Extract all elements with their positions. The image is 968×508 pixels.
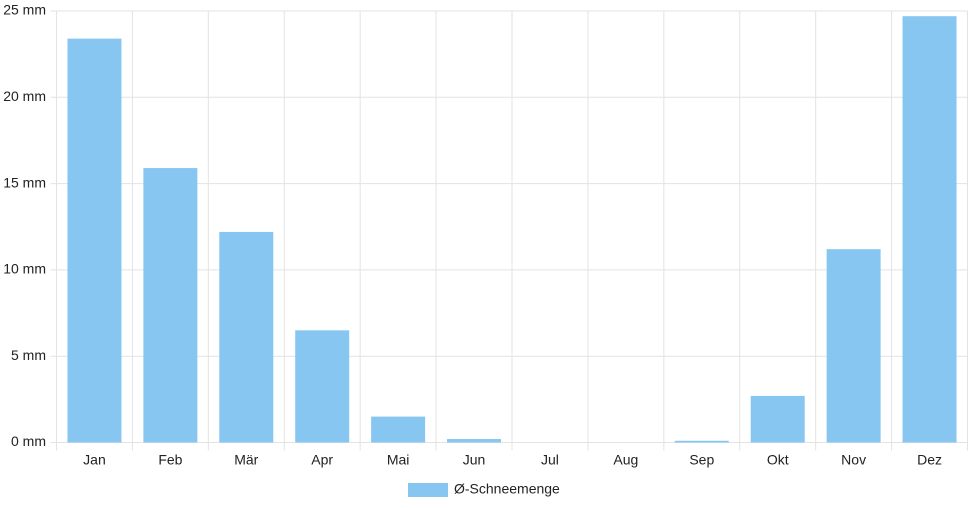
bar: [143, 168, 198, 443]
y-tick-label: 15 mm: [3, 174, 46, 190]
bar: [295, 330, 350, 443]
x-tick-label: Mai: [387, 452, 410, 468]
x-tick-label: Jun: [463, 452, 486, 468]
legend-label: Ø-Schneemenge: [454, 481, 560, 497]
x-tick-label: Aug: [613, 452, 638, 468]
y-tick-label: 5 mm: [11, 347, 46, 363]
bar: [902, 16, 957, 443]
bar: [674, 440, 729, 443]
bar: [219, 231, 274, 443]
legend-swatch: [408, 483, 448, 497]
x-tick-label: Mär: [234, 452, 258, 468]
bar: [826, 249, 881, 443]
y-tick-label: 25 mm: [3, 2, 46, 18]
x-tick-label: Feb: [158, 452, 182, 468]
bar: [750, 395, 805, 443]
x-tick-label: Jan: [83, 452, 106, 468]
x-tick-label: Dez: [917, 452, 942, 468]
x-tick-label: Okt: [767, 452, 789, 468]
x-tick-label: Jul: [541, 452, 559, 468]
x-tick-label: Nov: [841, 452, 866, 468]
bar: [447, 439, 502, 443]
y-tick-label: 20 mm: [3, 88, 46, 104]
x-tick-label: Apr: [311, 452, 333, 468]
bar: [371, 416, 426, 443]
y-tick-label: 0 mm: [11, 433, 46, 449]
bar: [67, 38, 122, 443]
x-tick-label: Sep: [689, 452, 714, 468]
y-tick-label: 10 mm: [3, 261, 46, 277]
